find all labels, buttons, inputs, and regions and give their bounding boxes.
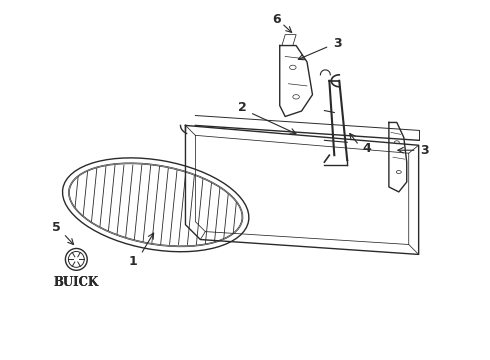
Text: 6: 6 (272, 13, 281, 26)
Text: 5: 5 (52, 221, 61, 234)
Text: 3: 3 (333, 37, 342, 50)
Ellipse shape (70, 164, 242, 246)
Text: BUICK: BUICK (54, 276, 99, 289)
Text: 2: 2 (238, 101, 246, 114)
Text: BUICK: BUICK (54, 276, 99, 289)
Text: 1: 1 (128, 255, 137, 268)
Text: 4: 4 (363, 142, 371, 155)
Text: 3: 3 (420, 144, 429, 157)
